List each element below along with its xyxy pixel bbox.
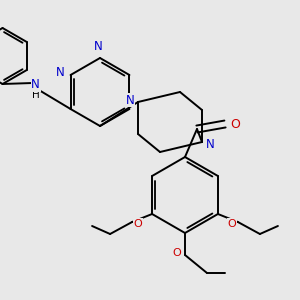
Text: O: O: [230, 118, 240, 130]
Text: N: N: [126, 94, 134, 106]
Text: N: N: [206, 137, 214, 151]
Text: O: O: [134, 219, 142, 229]
Text: N: N: [94, 40, 102, 52]
Text: N: N: [31, 79, 40, 92]
Text: N: N: [56, 67, 65, 80]
Text: H: H: [32, 90, 39, 100]
Text: O: O: [172, 248, 182, 258]
Text: O: O: [227, 219, 236, 229]
